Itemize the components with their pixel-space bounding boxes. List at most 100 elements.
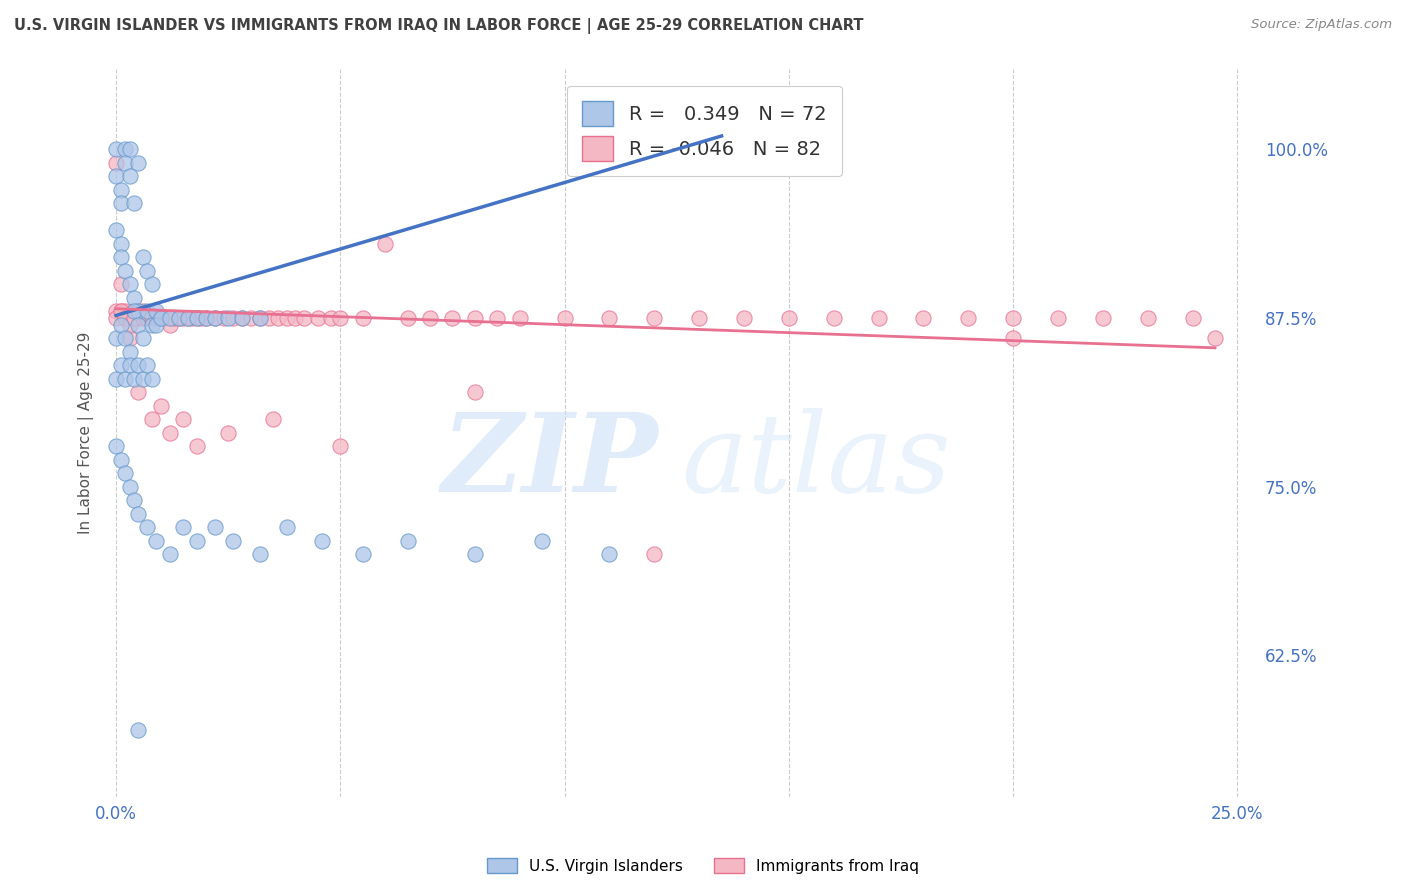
Point — [733, 311, 755, 326]
Point — [127, 507, 149, 521]
Point — [177, 311, 200, 326]
Point — [294, 311, 316, 326]
Point — [127, 304, 149, 318]
Point — [1091, 311, 1114, 326]
Point — [118, 359, 141, 373]
Point — [114, 331, 136, 345]
Point — [136, 304, 159, 318]
Point — [155, 311, 177, 326]
Point — [110, 359, 132, 373]
Point — [145, 311, 167, 326]
Point — [321, 311, 343, 326]
Point — [105, 156, 128, 170]
Point — [118, 344, 141, 359]
Point — [257, 311, 280, 326]
Point — [110, 251, 132, 265]
Point — [122, 196, 145, 211]
Point — [374, 236, 396, 251]
Point — [217, 311, 239, 326]
Point — [118, 143, 141, 157]
Point — [114, 372, 136, 386]
Point — [114, 311, 136, 326]
Point — [127, 156, 149, 170]
Point — [186, 311, 208, 326]
Point — [419, 311, 441, 326]
Point — [276, 311, 298, 326]
Point — [396, 533, 419, 548]
Point — [204, 311, 226, 326]
Point — [141, 412, 163, 426]
Point — [204, 311, 226, 326]
Point — [823, 311, 845, 326]
Point — [159, 425, 181, 440]
Y-axis label: In Labor Force | Age 25-29: In Labor Force | Age 25-29 — [79, 332, 94, 534]
Point — [167, 311, 190, 326]
Point — [266, 311, 288, 326]
Point — [554, 311, 576, 326]
Point — [643, 311, 665, 326]
Point — [149, 311, 172, 326]
Point — [122, 372, 145, 386]
Point — [464, 311, 486, 326]
Point — [441, 311, 464, 326]
Point — [110, 304, 132, 318]
Point — [114, 143, 136, 157]
Point — [464, 385, 486, 400]
Point — [127, 304, 149, 318]
Text: U.S. VIRGIN ISLANDER VS IMMIGRANTS FROM IRAQ IN LABOR FORCE | AGE 25-29 CORRELAT: U.S. VIRGIN ISLANDER VS IMMIGRANTS FROM … — [14, 18, 863, 34]
Point — [132, 304, 155, 318]
Point — [136, 359, 159, 373]
Point — [114, 156, 136, 170]
Point — [1136, 311, 1159, 326]
Point — [531, 533, 554, 548]
Point — [122, 493, 145, 508]
Point — [122, 311, 145, 326]
Point — [186, 311, 208, 326]
Point — [329, 439, 352, 453]
Point — [145, 318, 167, 332]
Point — [132, 311, 155, 326]
Point — [204, 520, 226, 534]
Point — [141, 372, 163, 386]
Point — [122, 291, 145, 305]
Point — [239, 311, 262, 326]
Point — [1047, 311, 1070, 326]
Point — [105, 439, 128, 453]
Point — [127, 318, 149, 332]
Point — [159, 547, 181, 561]
Point — [159, 311, 181, 326]
Point — [105, 311, 128, 326]
Point — [114, 264, 136, 278]
Point — [110, 236, 132, 251]
Point — [141, 318, 163, 332]
Point — [105, 223, 128, 237]
Point — [181, 311, 204, 326]
Point — [118, 169, 141, 184]
Point — [105, 372, 128, 386]
Point — [105, 169, 128, 184]
Point — [110, 318, 132, 332]
Point — [190, 311, 212, 326]
Point — [1002, 331, 1025, 345]
Point — [118, 331, 141, 345]
Point — [352, 311, 374, 326]
Point — [957, 311, 980, 326]
Point — [194, 311, 217, 326]
Point — [105, 143, 128, 157]
Point — [159, 318, 181, 332]
Point — [110, 196, 132, 211]
Point — [132, 331, 155, 345]
Point — [110, 304, 132, 318]
Point — [231, 311, 253, 326]
Point — [105, 304, 128, 318]
Point — [307, 311, 329, 326]
Point — [221, 311, 243, 326]
Point — [149, 311, 172, 326]
Point — [145, 533, 167, 548]
Point — [329, 311, 352, 326]
Text: Source: ZipAtlas.com: Source: ZipAtlas.com — [1251, 18, 1392, 31]
Point — [217, 425, 239, 440]
Point — [136, 520, 159, 534]
Point — [284, 311, 307, 326]
Text: ZIP: ZIP — [441, 409, 658, 516]
